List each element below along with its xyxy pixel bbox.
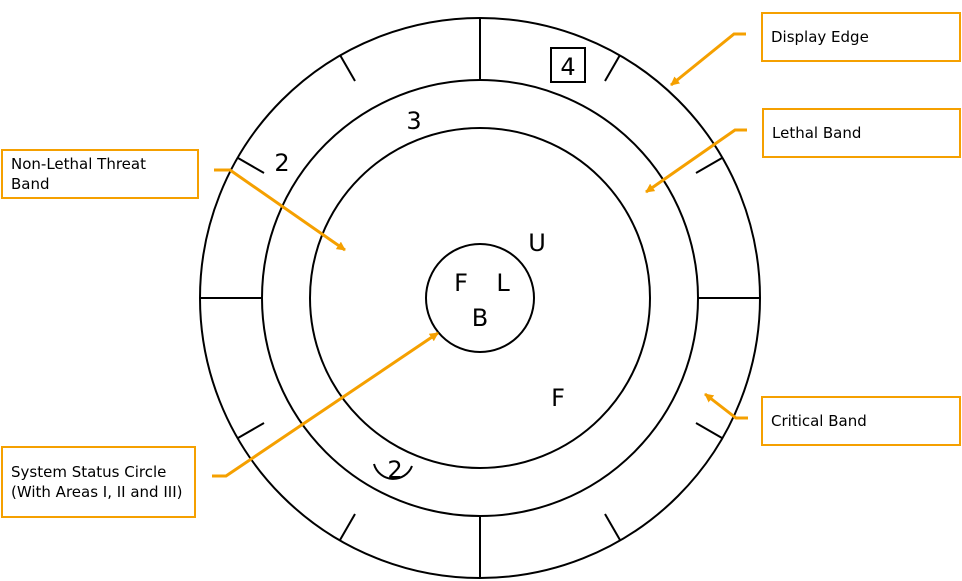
callout-non-lethal-threat-band-label: Non-Lethal Threat Band <box>11 155 146 193</box>
leader-system-status <box>212 331 439 478</box>
threat-2-outer: 2 <box>274 149 289 177</box>
leader-critical-band <box>704 392 748 420</box>
leader-non-lethal <box>214 168 346 252</box>
status-L: L <box>496 269 510 297</box>
callout-non-lethal-threat-band: Non-Lethal Threat Band <box>1 149 199 199</box>
callout-critical-band: Critical Band <box>761 396 961 446</box>
threat-2-hat: 2 <box>387 456 402 484</box>
hat-arc-symbol <box>373 463 413 480</box>
leader-lethal-band <box>645 128 747 194</box>
callout-display-edge: Display Edge <box>761 12 961 62</box>
callout-system-status-circle-label: System Status Circle (With Areas I, II a… <box>11 463 183 501</box>
threat-U: U <box>528 229 546 257</box>
boxed-4-frame <box>550 47 586 83</box>
threat-F: F <box>551 384 565 412</box>
status-F: F <box>454 269 468 297</box>
tick-300 <box>237 157 265 174</box>
callout-critical-band-label: Critical Band <box>771 412 867 430</box>
tick-210 <box>339 513 356 541</box>
tick-240 <box>237 422 265 439</box>
threat-3-lethal: 3 <box>406 107 421 135</box>
tick-120 <box>695 422 723 439</box>
system-status-circle <box>425 243 535 353</box>
callout-lethal-band: Lethal Band <box>762 108 961 158</box>
callout-display-edge-label: Display Edge <box>771 28 869 46</box>
boxed-4-label: 4 <box>560 53 575 81</box>
callout-system-status-circle: System Status Circle (With Areas I, II a… <box>1 446 196 518</box>
tick-60 <box>695 157 723 174</box>
tick-150 <box>604 513 621 541</box>
tick-330 <box>339 54 356 82</box>
callout-lethal-band-label: Lethal Band <box>772 124 862 142</box>
status-B: B <box>472 304 488 332</box>
lethal-band-ring <box>309 127 651 469</box>
tick-30 <box>604 54 621 82</box>
critical-band-ring <box>261 79 699 517</box>
display-edge-ring <box>199 17 761 579</box>
leader-display-edge <box>670 32 746 87</box>
